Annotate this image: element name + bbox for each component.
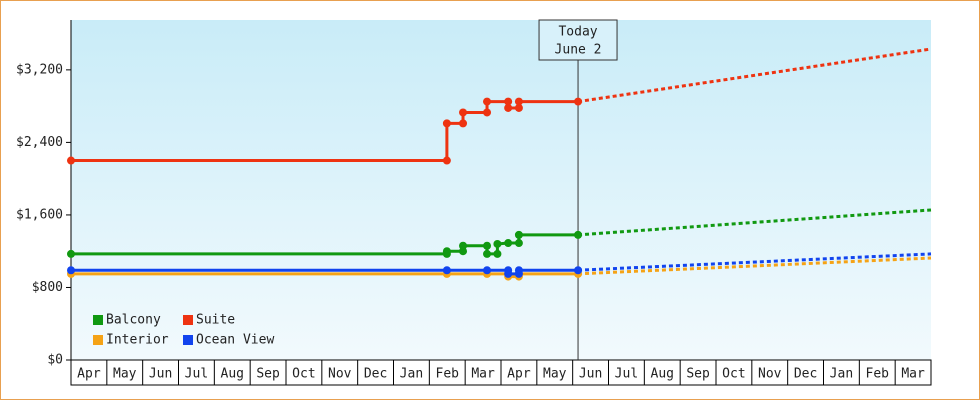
x-tick-label: Oct (292, 367, 315, 382)
x-tick-label: Nov (328, 367, 352, 382)
data-point (483, 241, 492, 250)
x-tick-label: Oct (722, 367, 745, 382)
data-point (504, 239, 513, 248)
data-point (442, 247, 451, 256)
data-point (514, 266, 523, 275)
x-tick-label: Feb (436, 367, 460, 382)
data-point (442, 156, 451, 165)
projection-line (577, 47, 932, 104)
data-point (504, 97, 513, 106)
data-point (459, 119, 468, 128)
data-point (483, 249, 492, 258)
y-tick-label: $3,200 (16, 62, 63, 77)
data-point (493, 239, 502, 248)
legend-label: Balcony (106, 313, 161, 328)
x-tick-label: Apr (507, 367, 531, 382)
x-tick-label: Nov (758, 367, 782, 382)
data-point (514, 230, 523, 239)
data-point (483, 108, 492, 117)
legend-swatch (93, 315, 103, 325)
x-tick-label: Sep (686, 367, 710, 382)
y-tick-label: $800 (32, 280, 63, 295)
data-point (574, 266, 583, 275)
data-point (514, 239, 523, 248)
data-point (67, 266, 75, 275)
data-point (504, 103, 513, 112)
x-tick-label: Sep (256, 367, 280, 382)
y-tick-label: $1,600 (16, 207, 63, 222)
x-tick-label: Mar (901, 367, 925, 382)
legend-label: Interior (106, 333, 169, 348)
data-point (574, 97, 583, 106)
y-tick-label: $0 (47, 353, 63, 368)
data-point (67, 156, 75, 165)
data-point (442, 266, 451, 275)
plot-area (71, 20, 931, 360)
legend-label: Ocean View (196, 333, 274, 348)
x-tick-label: Jul (615, 367, 638, 382)
data-point (442, 119, 451, 128)
x-tick-label: Aug (651, 367, 674, 382)
x-tick-label: Jun (579, 367, 602, 382)
today-label: Today (558, 25, 597, 40)
data-point (514, 97, 523, 106)
x-tick-label: Jul (185, 367, 208, 382)
x-tick-label: Apr (77, 367, 101, 382)
legend-swatch (183, 335, 193, 345)
data-point (493, 249, 502, 258)
projection-line (577, 208, 932, 237)
data-point (514, 103, 523, 112)
x-tick-label: Aug (221, 367, 244, 382)
projection-line (577, 252, 932, 272)
projection-line (577, 256, 932, 276)
x-tick-label: Jan (400, 367, 423, 382)
data-point (483, 266, 492, 275)
x-tick-label: Feb (866, 367, 890, 382)
y-tick-label: $2,400 (16, 135, 63, 150)
data-point (67, 249, 75, 258)
x-tick-label: May (543, 367, 567, 382)
x-tick-label: Jan (830, 367, 853, 382)
data-point (504, 269, 513, 278)
today-label: June 2 (555, 43, 602, 58)
data-point (459, 241, 468, 250)
x-tick-label: Jun (149, 367, 172, 382)
data-point (574, 230, 583, 239)
x-tick-label: Dec (364, 367, 387, 382)
legend-swatch (93, 335, 103, 345)
x-tick-label: Dec (794, 367, 817, 382)
legend-label: Suite (196, 313, 235, 328)
legend-swatch (183, 315, 193, 325)
x-tick-label: May (113, 367, 137, 382)
x-tick-label: Mar (471, 367, 495, 382)
data-point (459, 108, 468, 117)
data-point (483, 97, 492, 106)
today-box (538, 19, 618, 61)
